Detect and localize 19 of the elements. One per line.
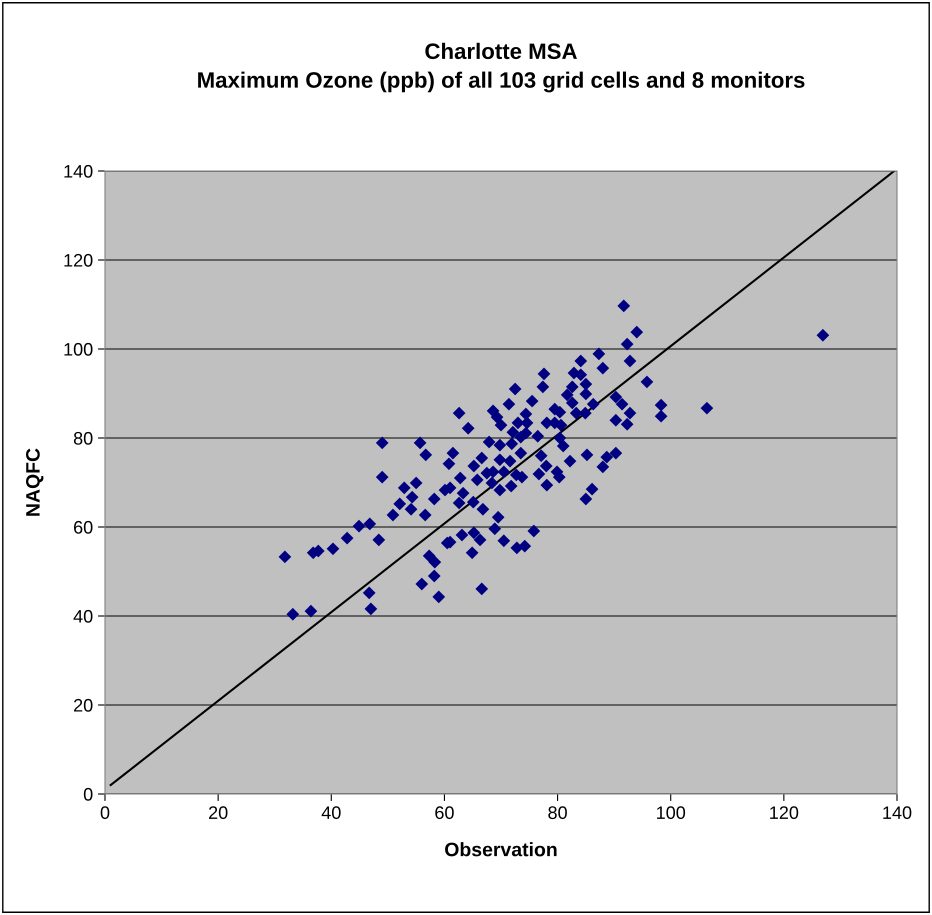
chart-title: Charlotte MSA Maximum Ozone (ppb) of all 103 grid cells and 8 monitors <box>198 42 804 92</box>
x-tick-label: 120 <box>770 806 798 820</box>
y-tick-label: 60 <box>74 520 92 534</box>
x-tick-label: 20 <box>209 806 228 820</box>
y-tick-label: 140 <box>64 164 92 178</box>
y-tick-label: 120 <box>64 254 92 267</box>
y-tick-label: 20 <box>74 698 92 712</box>
y-tick-label: 100 <box>64 342 92 356</box>
x-tick-label: 0 <box>100 806 110 820</box>
y-tick-label: 40 <box>74 610 92 623</box>
y-axis-title: NAQFC <box>26 448 44 516</box>
y-tick-label: 80 <box>74 432 92 445</box>
x-tick-label: 140 <box>883 806 912 820</box>
x-tick-label: 80 <box>548 806 567 820</box>
x-tick-label: 60 <box>435 806 454 820</box>
x-tick-label: 40 <box>322 806 341 820</box>
x-tick-label: 100 <box>657 806 686 820</box>
x-axis-title: Observation <box>445 842 557 856</box>
y-tick-label: 0 <box>84 788 92 801</box>
